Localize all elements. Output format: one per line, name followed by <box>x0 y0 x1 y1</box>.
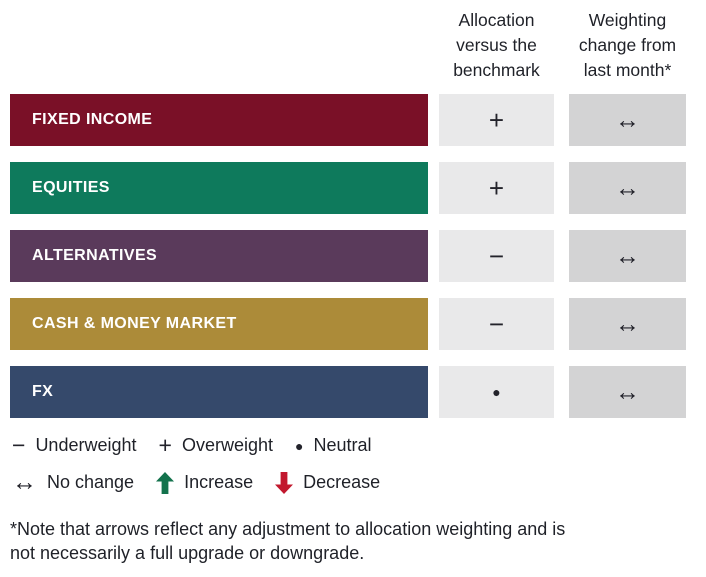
allocation-cell: ● <box>439 366 554 418</box>
overweight-plus-icon: + <box>488 173 505 203</box>
overweight-plus-icon: + <box>488 105 505 135</box>
table-row-cash-money-market: CASH & MONEY MARKET − ↔ <box>10 298 706 350</box>
legend-label: No change <box>47 472 135 492</box>
table-row-fixed-income: FIXED INCOME + ↔ <box>10 94 706 146</box>
asset-class-bar: EQUITIES <box>10 162 428 214</box>
legend-item-increase: Increase <box>156 471 254 494</box>
asset-class-bar: FIXED INCOME <box>10 94 428 146</box>
asset-class-bar: ALTERNATIVES <box>10 230 428 282</box>
asset-class-label: EQUITIES <box>32 179 110 196</box>
asset-class-bar: CASH & MONEY MARKET <box>10 298 428 350</box>
legend-label: Neutral <box>313 435 372 455</box>
legend-item-overweight: + Overweight <box>159 434 273 457</box>
no-change-arrow-icon: ↔ <box>615 309 640 338</box>
weighting-cell: ↔ <box>569 366 686 418</box>
underweight-minus-icon: − <box>12 432 26 458</box>
no-change-arrow-icon: ↔ <box>615 377 640 406</box>
weighting-cell: ↔ <box>569 298 686 350</box>
weighting-cell: ↔ <box>569 230 686 282</box>
neutral-dot-icon: ● <box>294 437 304 454</box>
underweight-minus-icon: − <box>488 241 505 271</box>
table-row-equities: EQUITIES + ↔ <box>10 162 706 214</box>
no-change-arrow-icon: ↔ <box>12 468 37 496</box>
legend-item-underweight: − Underweight <box>12 434 137 457</box>
overweight-plus-icon: + <box>158 432 172 458</box>
legend-label: Decrease <box>303 472 381 492</box>
column-header-allocation: Allocation versus the benchmark <box>453 10 540 80</box>
asset-class-label: ALTERNATIVES <box>32 247 158 264</box>
no-change-arrow-icon: ↔ <box>615 173 640 202</box>
legend-item-no-change: ↔ No change <box>12 470 134 495</box>
asset-class-label: FIXED INCOME <box>32 111 153 128</box>
increase-arrow-icon <box>156 471 175 494</box>
footnote: *Note that arrows reflect any adjustment… <box>10 519 566 563</box>
weighting-cell: ↔ <box>569 94 686 146</box>
column-header-weighting: Weighting change from last month* <box>578 10 677 80</box>
legend-item-neutral: ● Neutral <box>295 435 372 456</box>
legend-row-allocation-symbols: − Underweight + Overweight ● Neutral <box>12 434 706 457</box>
legend-label: Increase <box>184 472 254 492</box>
legend-row-change-symbols: ↔ No change Increase Decrease <box>12 470 706 495</box>
column-header-row: Allocation versus the benchmark Weightin… <box>10 8 706 83</box>
underweight-minus-icon: − <box>488 309 505 339</box>
no-change-arrow-icon: ↔ <box>615 105 640 134</box>
allocation-cell: − <box>439 230 554 282</box>
neutral-dot-icon: ● <box>492 384 501 400</box>
asset-class-bar: FX <box>10 366 428 418</box>
legend-item-decrease: Decrease <box>275 471 381 494</box>
decrease-arrow-icon <box>275 471 294 494</box>
allocation-cell: + <box>439 94 554 146</box>
weighting-cell: ↔ <box>569 162 686 214</box>
legend-label: Underweight <box>35 435 137 455</box>
no-change-arrow-icon: ↔ <box>615 241 640 270</box>
table-row-fx: FX ● ↔ <box>10 366 706 418</box>
asset-class-label: FX <box>32 383 54 400</box>
asset-class-label: CASH & MONEY MARKET <box>32 315 237 332</box>
allocation-cell: + <box>439 162 554 214</box>
table-row-alternatives: ALTERNATIVES − ↔ <box>10 230 706 282</box>
allocation-cell: − <box>439 298 554 350</box>
header-spacer <box>10 8 428 83</box>
legend-label: Overweight <box>181 435 273 455</box>
